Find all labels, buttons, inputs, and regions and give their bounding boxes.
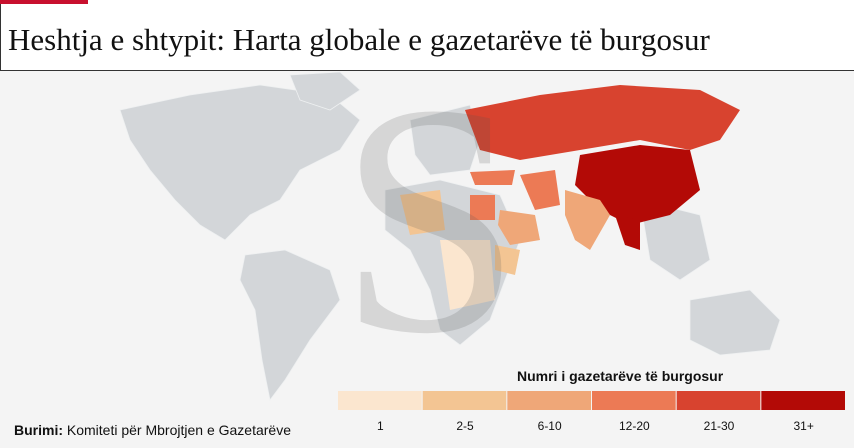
legend-swatch [592,391,676,410]
accent-bar [0,0,88,4]
south-america [239,249,341,401]
legend-label: 6-10 [538,419,562,433]
australia [689,289,781,356]
region-china [575,145,700,225]
source-text: Komiteti për Mbrojtjen e Gazetarëve [67,422,291,438]
header-bg [0,0,854,70]
region-turkey [470,170,515,185]
region-saudi [498,210,540,245]
region-india [565,190,610,250]
region-horn [495,245,520,275]
legend-label: 1 [377,419,384,433]
region-central-africa [440,240,495,310]
greenland [289,71,361,111]
legend-label: 2-5 [456,419,474,433]
southeast-asia [639,199,711,281]
legend-label: 31+ [793,419,813,433]
north-america [119,84,361,241]
legend-swatch [338,391,422,410]
watermark: S [338,37,522,402]
legend-swatch [507,391,591,410]
region-myanmar [615,215,640,250]
region-egypt [470,195,495,220]
europe [409,104,481,176]
legend-swatch [422,391,507,410]
source: Burimi: Komiteti për Mbrojtjen e Gazetar… [14,422,291,438]
region-iran [520,170,560,210]
legend: 1 2-5 6-10 12-20 21-30 31+ [338,391,845,433]
legend-title: Numri i gazetarëve të burgosur [517,368,724,384]
legend-swatch [761,391,845,410]
title: Heshtja e shtypit: Harta globale e gazet… [8,22,711,57]
world-map [119,71,781,401]
legend-label: 12-20 [619,419,650,433]
region-russia [465,85,740,160]
legend-swatch [676,391,761,410]
legend-label: 21-30 [704,419,735,433]
source-label: Burimi: [14,422,63,438]
region-algeria [400,190,445,235]
